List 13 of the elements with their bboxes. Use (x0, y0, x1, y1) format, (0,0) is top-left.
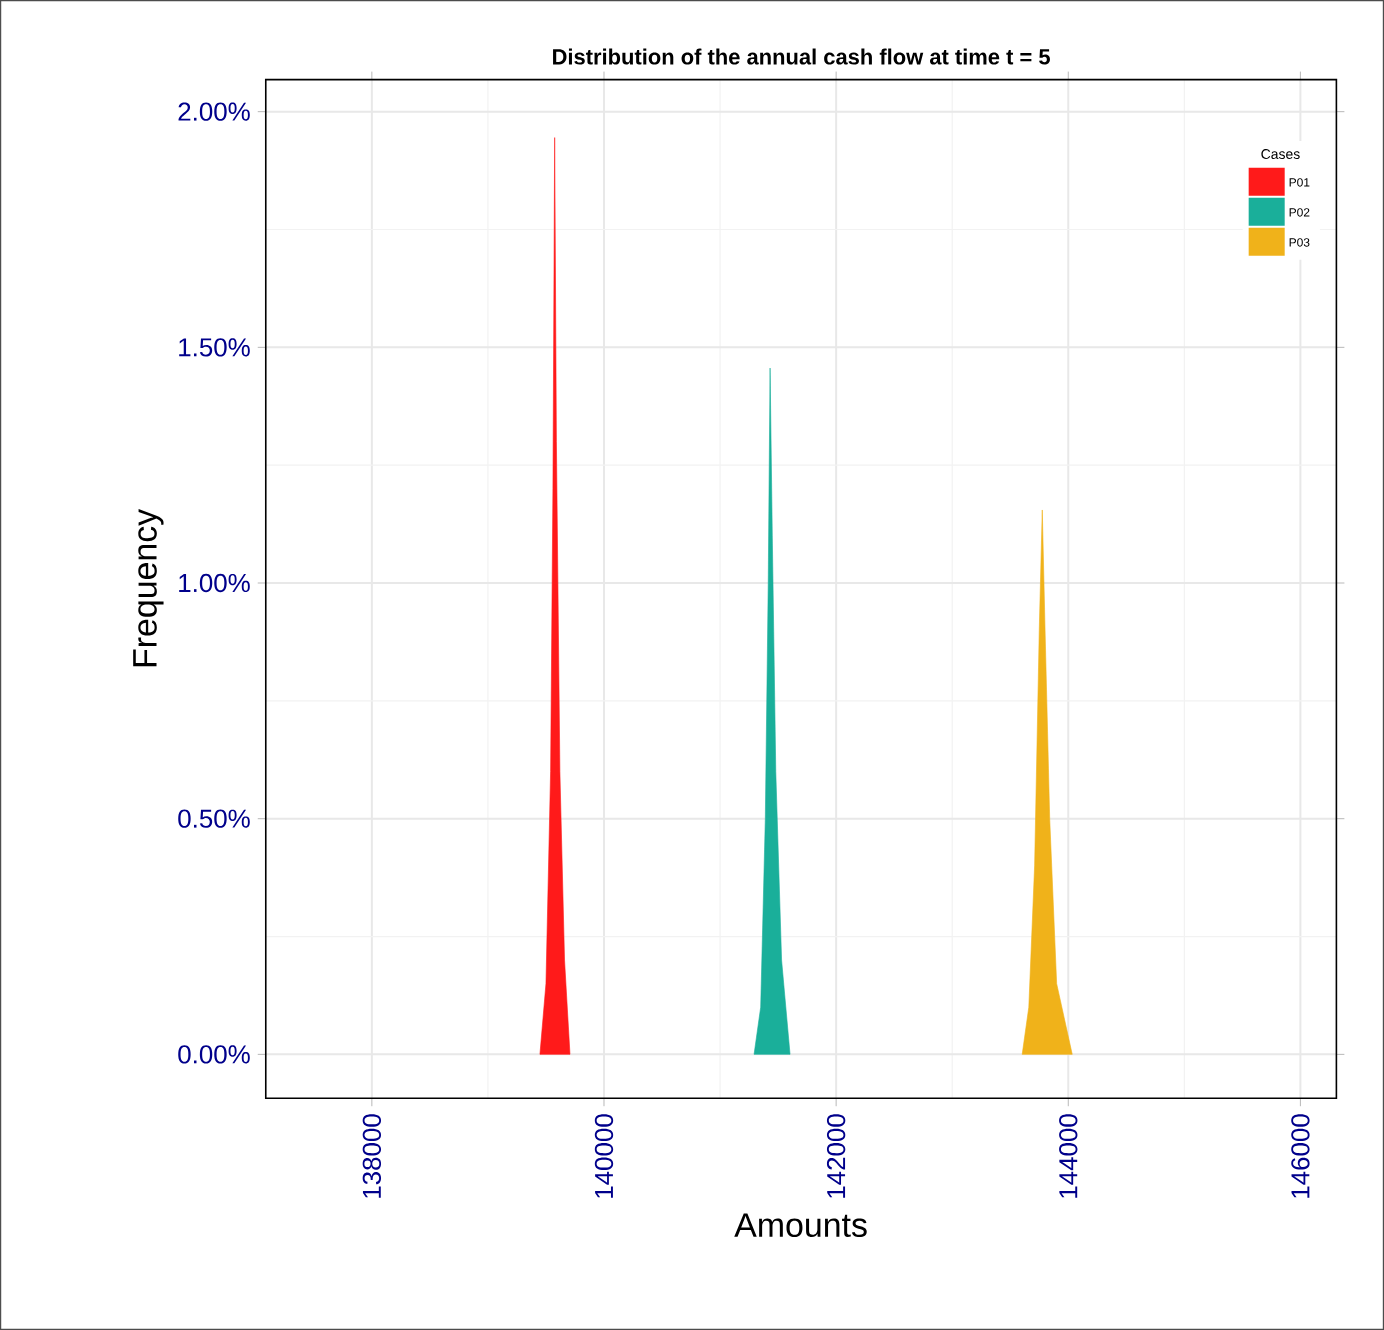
x-tick-label: 140000 (594, 1114, 614, 1198)
x-tick-label: 144000 (1059, 1114, 1078, 1198)
y-tick-label: 0.00% (178, 1045, 250, 1064)
x-axis-title: Amounts (734, 1213, 867, 1238)
y-tick-label: 2.00% (178, 102, 250, 121)
chart-title: Distribution of the annual cash flow at time t = 5 (553, 48, 1050, 65)
y-axis-title: Frequency (133, 508, 164, 667)
y-tick-label: 0.50% (178, 809, 250, 828)
x-tick-label: 142000 (826, 1114, 846, 1198)
x-tick-label: 138000 (362, 1114, 382, 1198)
x-tick-label: 146000 (1291, 1114, 1310, 1198)
y-tick-label: 1.50% (179, 338, 250, 357)
y-tick-label: 1.00% (179, 573, 250, 593)
